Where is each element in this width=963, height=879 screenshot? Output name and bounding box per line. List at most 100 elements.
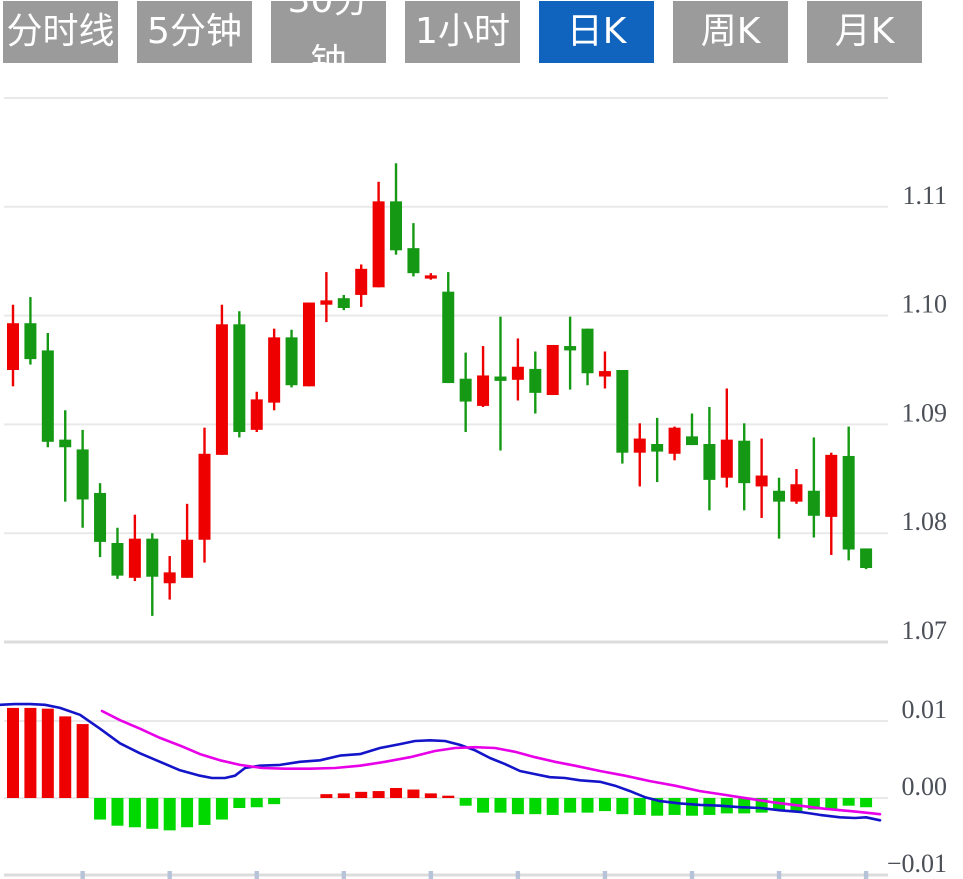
candle — [616, 370, 629, 464]
candle — [581, 328, 594, 386]
macd-histogram-bar — [529, 798, 542, 815]
candle-body — [703, 443, 716, 480]
macd-histogram-bar — [268, 798, 281, 805]
candle — [7, 304, 19, 387]
candle — [825, 452, 838, 555]
candle — [285, 329, 298, 388]
macd-histogram-bar — [76, 724, 89, 798]
candle-body — [372, 201, 385, 288]
macd-histogram-bar — [146, 798, 159, 829]
candle-body — [546, 344, 559, 396]
candle — [685, 413, 698, 446]
macd-histogram-bar — [477, 798, 490, 813]
x-axis-tick — [602, 871, 608, 879]
macd-histogram-bar — [250, 798, 263, 808]
candle — [442, 272, 455, 384]
x-axis-tick — [515, 871, 521, 879]
macd-histogram-bar — [337, 793, 350, 798]
candle — [268, 328, 281, 411]
candle-body — [668, 427, 681, 454]
candle — [511, 338, 524, 401]
macd-histogram-bar — [128, 798, 141, 828]
candle-body — [198, 453, 211, 540]
candle-body — [598, 371, 611, 377]
tab-monthly-k[interactable]: 月K — [807, 1, 922, 63]
macd-histogram-bar — [7, 707, 19, 798]
candle — [703, 406, 716, 511]
candle — [407, 223, 420, 277]
candle — [860, 548, 873, 570]
macd-histogram-bar — [424, 793, 437, 798]
candle-body — [581, 328, 594, 374]
candle-body — [825, 454, 838, 517]
macd-histogram-bar — [355, 791, 368, 798]
macd-histogram-bar — [163, 798, 176, 831]
candle — [755, 438, 768, 518]
macd-histogram-bar — [320, 794, 333, 798]
macd-histogram-bar — [494, 798, 507, 813]
candle — [424, 273, 437, 280]
tab-daily-k[interactable]: 日K — [539, 1, 654, 63]
candle-body — [111, 542, 124, 576]
macd-histogram-bar — [111, 798, 124, 826]
candle-wick — [812, 437, 816, 538]
candle-body — [424, 275, 437, 279]
macd-histogram-bar — [511, 798, 524, 815]
candle-body — [94, 492, 107, 542]
macd-histogram-bar — [564, 798, 577, 813]
candle-body — [320, 300, 333, 305]
candle-body — [268, 337, 281, 403]
candle-wick — [64, 410, 67, 502]
candle — [163, 556, 176, 600]
x-axis-tick — [341, 871, 346, 879]
candle-body — [755, 475, 768, 487]
y-axis-label: 1.11 — [902, 181, 947, 210]
macd-histogram-bar — [94, 798, 107, 820]
macd-histogram-bar — [581, 798, 594, 813]
macd-histogram-bar — [198, 798, 211, 825]
candle — [76, 429, 89, 528]
candle — [790, 469, 803, 504]
tab-1hour[interactable]: 1小时 — [405, 1, 520, 63]
candle — [738, 423, 751, 511]
macd-histogram-bar — [860, 798, 873, 808]
macd-histogram-bar — [442, 795, 455, 798]
candle-body — [842, 455, 855, 550]
macd-histogram-bar — [807, 798, 820, 810]
candle — [320, 272, 333, 323]
macd-histogram-bar — [215, 798, 228, 820]
candle — [250, 391, 263, 433]
macd-histogram-bar — [233, 798, 246, 809]
candle — [598, 351, 611, 389]
x-axis-tick — [776, 871, 782, 879]
candle-body — [564, 346, 577, 351]
macd-histogram-bar — [616, 798, 629, 815]
tab-30min[interactable]: 30分钟 — [271, 0, 386, 83]
candle-body — [511, 366, 524, 380]
candle — [773, 477, 786, 539]
tab-time-line[interactable]: 分时线 — [3, 1, 118, 63]
macd-histogram-bar — [41, 708, 54, 798]
y-axis-label: 0.00 — [902, 772, 948, 801]
candle-body — [477, 375, 490, 406]
x-axis-tick — [428, 871, 434, 879]
y-axis-label: −0.01 — [887, 849, 947, 878]
tab-weekly-k[interactable]: 周K — [673, 1, 788, 63]
candle — [807, 437, 820, 538]
candle-body — [860, 548, 873, 569]
tab-5min[interactable]: 5分钟 — [137, 1, 252, 63]
candle — [529, 351, 542, 414]
candle-wick — [690, 413, 694, 446]
candle-body — [285, 337, 298, 386]
y-axis-label: 1.07 — [902, 616, 948, 645]
candle-body — [41, 350, 54, 442]
candle-body — [337, 298, 350, 308]
candle-body — [616, 370, 629, 453]
macd-histogram-bar — [24, 707, 37, 798]
macd-histogram-bar — [390, 787, 403, 798]
dif-line — [0, 702, 882, 822]
y-axis-label: 1.10 — [902, 290, 948, 319]
candle — [233, 311, 246, 438]
